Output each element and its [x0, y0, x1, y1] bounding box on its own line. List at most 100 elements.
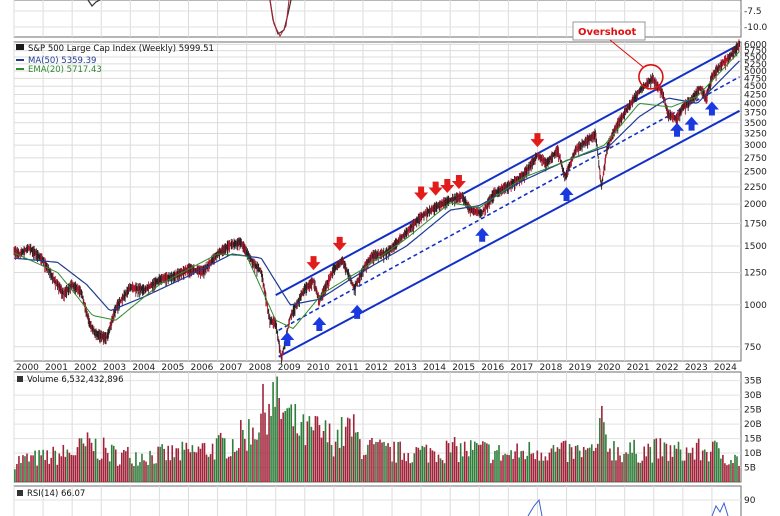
volume-tick-label: 25B: [744, 406, 762, 416]
volume-bar: [24, 456, 26, 482]
volume-bar: [46, 450, 48, 482]
volume-bar: [86, 432, 89, 482]
volume-bar: [419, 449, 422, 482]
volume-bar: [258, 432, 260, 482]
volume-bar: [609, 448, 611, 482]
volume-bar: [100, 458, 103, 482]
price-series: [13, 39, 740, 364]
volume-bar: [235, 450, 238, 482]
volume-bar: [635, 453, 637, 482]
volume-bar: [38, 450, 40, 482]
volume-bar: [90, 442, 93, 482]
volume-bar: [225, 458, 228, 482]
rsi-tick-label: 90: [744, 496, 756, 506]
volume-bar: [599, 417, 601, 482]
volume-bar: [437, 454, 440, 482]
x-tick-label: 2018: [539, 363, 562, 373]
volume-bar: [250, 444, 252, 482]
volume-bar: [597, 443, 599, 482]
volume-bar: [145, 461, 147, 482]
volume-bar: [476, 443, 478, 482]
volume-bar: [363, 455, 365, 482]
volume-bar: [619, 455, 621, 482]
volume-bar: [399, 441, 401, 482]
volume-bar: [161, 444, 163, 482]
volume-bar: [131, 463, 133, 482]
y-tick-label: 2250: [744, 183, 767, 193]
volume-bar: [233, 451, 236, 482]
volume-bar: [336, 429, 339, 482]
volume-bar: [711, 441, 714, 482]
volume-bar: [88, 438, 91, 482]
volume-bar: [316, 416, 319, 482]
volume-bar: [506, 454, 508, 482]
down-arrow-marker: [440, 178, 455, 193]
volume-bar: [691, 447, 694, 482]
volume-bar: [645, 456, 648, 482]
macd-trace: [87, 0, 101, 7]
volume-bar: [292, 426, 295, 482]
volume-bar: [286, 408, 289, 482]
y-tick-label: 1750: [744, 220, 767, 230]
volume-bar: [423, 447, 426, 482]
volume-bar: [167, 445, 170, 482]
volume-bar: [322, 430, 325, 482]
macd-signal-trace: [269, 0, 290, 38]
volume-bar: [395, 462, 397, 482]
volume-bar: [110, 444, 113, 482]
volume-bar: [482, 441, 484, 482]
volume-bar: [256, 439, 258, 482]
volume-bar: [574, 445, 577, 482]
volume-bar: [50, 457, 53, 482]
volume-bar: [701, 450, 704, 482]
volume-bar: [310, 426, 313, 482]
volume-bar: [302, 414, 305, 482]
volume-bar: [631, 452, 633, 482]
volume-bar: [76, 447, 79, 482]
volume-bar: [586, 448, 589, 482]
x-tick-label: 2024: [714, 363, 737, 373]
volume-bar: [560, 442, 563, 482]
volume-bar: [330, 444, 333, 482]
volume-bar: [304, 445, 307, 482]
volume-bar: [457, 462, 460, 482]
volume-bar: [18, 456, 20, 482]
volume-bar: [346, 417, 349, 482]
volume-bar: [473, 441, 476, 482]
volume-bar: [219, 432, 222, 482]
volume-bar: [328, 423, 331, 482]
y-tick-label: 2500: [744, 168, 767, 178]
x-tick-label: 2023: [685, 363, 708, 373]
volume-bar: [605, 434, 607, 482]
y-tick-label: 5250: [744, 60, 767, 70]
y-tick-label: 3500: [744, 119, 767, 129]
volume-bar: [532, 453, 535, 482]
volume-bar: [371, 437, 373, 482]
volume-tick-label: 20B: [744, 420, 762, 430]
volume-bar: [681, 460, 684, 482]
volume-bar: [431, 450, 434, 482]
volume-bar: [584, 449, 587, 482]
volume-bar: [689, 453, 692, 482]
volume-bar: [714, 440, 716, 482]
volume-bar: [153, 463, 155, 482]
volume-bar: [165, 460, 167, 482]
volume-bar: [667, 460, 670, 482]
volume-bar: [629, 442, 631, 482]
volume-bar: [350, 436, 353, 482]
volume-bar: [60, 456, 63, 482]
legend-ma50: MA(50) 5359.39: [28, 56, 96, 66]
volume-bar: [564, 440, 567, 482]
x-tick-label: 2001: [45, 363, 68, 373]
volume-bar: [568, 444, 571, 482]
volume-bar: [20, 462, 22, 482]
channel-upper-line: [275, 43, 741, 296]
x-tick-label: 2015: [452, 363, 475, 373]
volume-bar: [718, 448, 720, 482]
volume-bar: [58, 453, 61, 482]
volume-bar: [411, 462, 414, 482]
volume-bar: [240, 420, 242, 482]
volume-bar: [185, 442, 188, 482]
volume-bar: [467, 456, 470, 482]
